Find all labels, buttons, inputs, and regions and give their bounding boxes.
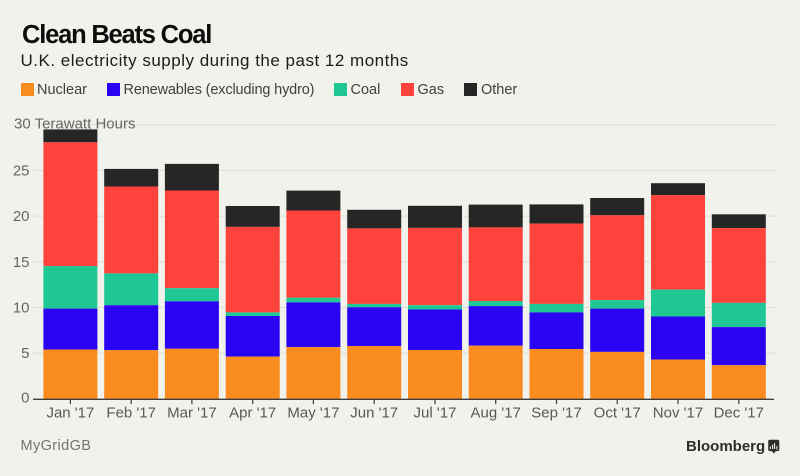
svg-text:Nov '17: Nov '17 (653, 405, 703, 422)
svg-text:Feb '17: Feb '17 (106, 405, 156, 422)
svg-text:30 Terawatt Hours: 30 Terawatt Hours (14, 115, 135, 132)
svg-text:Aug '17: Aug '17 (470, 405, 520, 422)
svg-text:Sep '17: Sep '17 (531, 405, 581, 422)
svg-text:Apr '17: Apr '17 (229, 405, 276, 422)
svg-text:20: 20 (13, 208, 30, 225)
svg-text:Oct '17: Oct '17 (594, 405, 641, 422)
svg-text:15: 15 (13, 254, 30, 271)
svg-text:Jul '17: Jul '17 (414, 405, 457, 422)
svg-text:Jan '17: Jan '17 (46, 405, 94, 422)
svg-text:Jun '17: Jun '17 (350, 405, 398, 422)
svg-text:25: 25 (13, 162, 30, 179)
svg-text:0: 0 (21, 390, 29, 407)
svg-text:Dec '17: Dec '17 (714, 405, 764, 422)
svg-text:10: 10 (13, 299, 30, 316)
svg-text:Mar '17: Mar '17 (167, 405, 217, 422)
svg-text:5: 5 (21, 345, 29, 362)
svg-text:May '17: May '17 (287, 405, 339, 422)
